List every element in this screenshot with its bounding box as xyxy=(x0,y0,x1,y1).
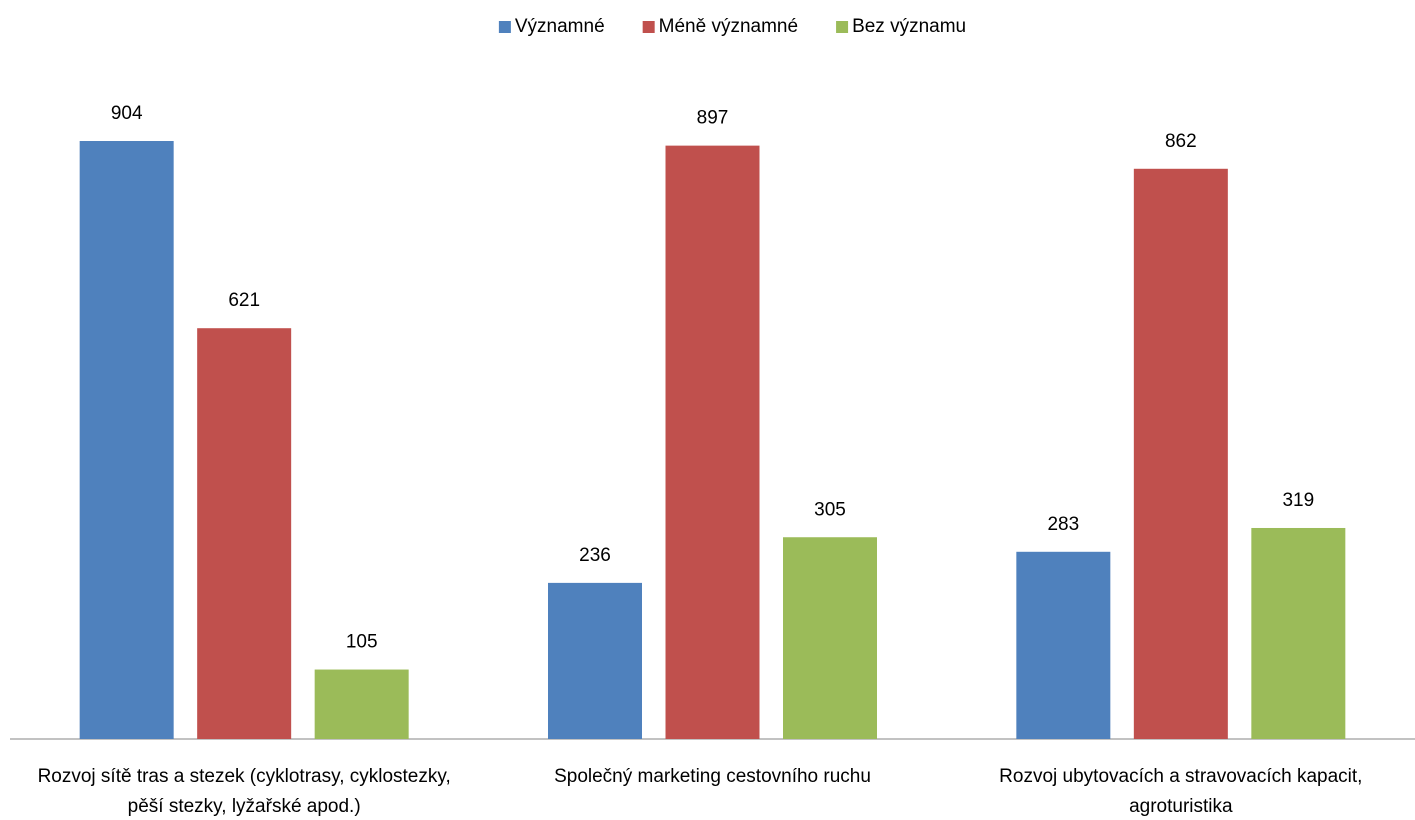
legend-label: Významné xyxy=(515,16,605,37)
bar xyxy=(1016,551,1111,739)
legend-label: Méně významné xyxy=(659,16,798,37)
data-label: 305 xyxy=(814,499,846,520)
x-tick-label: Rozvoj ubytovacích a stravovacích kapaci… xyxy=(999,766,1363,817)
bar xyxy=(1133,168,1228,739)
data-label: 862 xyxy=(1165,131,1197,152)
legend-swatch xyxy=(498,21,511,33)
legend-swatch xyxy=(836,21,849,33)
data-label: 105 xyxy=(346,632,378,653)
bar xyxy=(314,669,409,739)
data-label: 319 xyxy=(1282,490,1314,511)
legend-label: Bez významu xyxy=(852,16,966,37)
bar xyxy=(665,145,760,740)
bar xyxy=(79,141,174,739)
data-label: 621 xyxy=(228,290,260,311)
data-label: 904 xyxy=(111,103,143,124)
bar xyxy=(548,582,642,739)
data-label: 283 xyxy=(1047,514,1079,535)
bar xyxy=(783,537,877,739)
x-tick-label: Společný marketing cestovního ruchu xyxy=(554,766,871,787)
data-label: 897 xyxy=(697,108,729,129)
legend-swatch xyxy=(642,21,655,33)
bar xyxy=(197,328,292,739)
x-tick-label: Rozvoj sítě tras a stezek (cyklotrasy, c… xyxy=(37,766,451,817)
bar xyxy=(1251,527,1346,739)
data-label: 236 xyxy=(579,545,611,566)
